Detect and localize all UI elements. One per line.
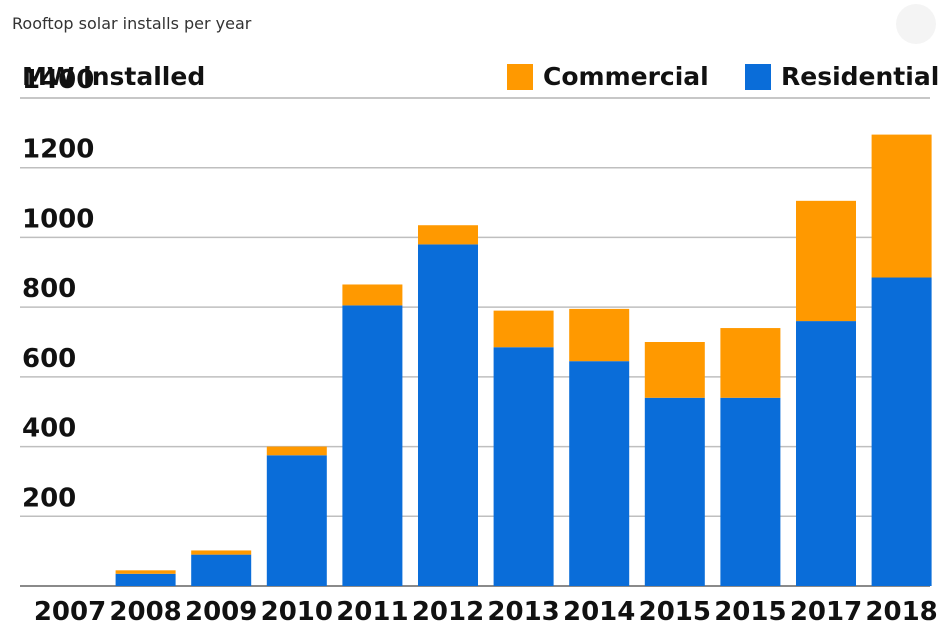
bar-residential-2009 xyxy=(191,554,252,586)
bar-commercial-2015 xyxy=(644,342,705,398)
legend-commercial: Commercial xyxy=(507,62,709,91)
x-tick-label: 2011 xyxy=(336,597,408,627)
bar-commercial-2017 xyxy=(796,200,856,322)
bar-residential-2008 xyxy=(115,573,176,586)
bar-commercial-2010 xyxy=(266,446,327,456)
bar-commercial-2014 xyxy=(569,308,630,362)
bar-commercial-2015 xyxy=(720,328,781,398)
y-tick-label: 1400 xyxy=(22,65,94,95)
chart-subtitle: Rooftop solar installs per year xyxy=(12,14,252,33)
legend-commercial-swatch xyxy=(507,63,533,90)
bar-residential-2018 xyxy=(871,277,932,586)
legend-commercial-label: Commercial xyxy=(543,62,709,91)
bar-commercial-2013 xyxy=(493,310,554,348)
bar-commercial-2012 xyxy=(418,225,478,245)
x-tick-label: 2008 xyxy=(109,597,181,627)
x-tick-label: 2015 xyxy=(639,597,711,627)
bar-commercial-2018 xyxy=(871,134,932,278)
legend-residential-swatch xyxy=(745,63,771,90)
bar-residential-2015 xyxy=(720,397,781,586)
x-tick-label: 2017 xyxy=(790,597,862,627)
y-tick-label: 400 xyxy=(22,414,76,444)
bar-residential-2010 xyxy=(266,455,327,586)
bar-commercial-2009 xyxy=(191,550,252,555)
bar-residential-2015 xyxy=(644,397,705,586)
legend-residential: Residential xyxy=(745,62,939,91)
bar-residential-2014 xyxy=(569,361,630,586)
x-tick-label: 2015 xyxy=(714,597,786,627)
x-tick-label: 2018 xyxy=(865,597,937,627)
y-tick-label: 200 xyxy=(22,483,76,513)
x-tick-label: 2009 xyxy=(185,597,257,627)
x-tick-label: 2013 xyxy=(487,597,559,627)
bar-residential-2012 xyxy=(418,244,478,586)
x-tick-label: 2014 xyxy=(563,597,635,627)
legend-residential-label: Residential xyxy=(781,62,940,91)
x-tick-label: 2007 xyxy=(34,597,106,627)
y-tick-label: 1000 xyxy=(22,204,94,234)
y-tick-label: 600 xyxy=(22,344,76,374)
x-tick-label: 2012 xyxy=(412,597,484,627)
bar-residential-2013 xyxy=(493,347,554,586)
x-tick-label: 2010 xyxy=(261,597,333,627)
bar-residential-2011 xyxy=(342,305,403,586)
corner-badge xyxy=(896,4,936,44)
y-tick-label: 1200 xyxy=(22,135,94,165)
y-axis-label: MW installed xyxy=(22,62,206,91)
bar-residential-2017 xyxy=(796,321,856,586)
y-tick-label: 800 xyxy=(22,274,76,304)
bar-commercial-2011 xyxy=(342,284,403,306)
bar-commercial-2008 xyxy=(115,570,176,574)
